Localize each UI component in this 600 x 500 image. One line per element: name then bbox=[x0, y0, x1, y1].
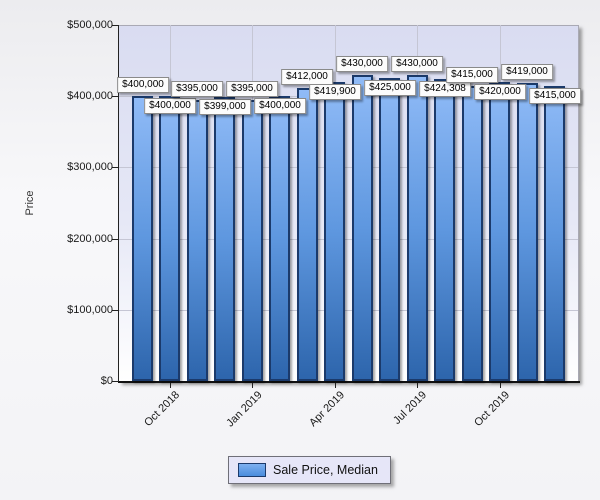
bar-oct-2018 bbox=[159, 96, 180, 381]
bar-sep-2018 bbox=[132, 96, 153, 381]
h-gridline bbox=[119, 167, 578, 168]
bar-sep-2019 bbox=[462, 86, 483, 381]
bar-value-label: $395,000 bbox=[226, 81, 278, 97]
bar-feb-2019 bbox=[269, 96, 290, 381]
bar-value-label: $425,000 bbox=[364, 80, 416, 96]
y-axis-title: Price bbox=[24, 190, 36, 216]
bar-value-label: $415,000 bbox=[446, 67, 498, 83]
y-axis-tick-label: $300,000 bbox=[67, 161, 113, 173]
y-axis-tick bbox=[112, 381, 119, 382]
y-axis-tick bbox=[112, 25, 119, 26]
y-axis-tick bbox=[112, 239, 119, 240]
bar-value-label: $412,000 bbox=[281, 69, 333, 85]
legend-label: Sale Price, Median bbox=[273, 463, 378, 477]
x-axis-tick-label: Oct 2019 bbox=[472, 389, 513, 430]
bar-nov-2018 bbox=[187, 100, 208, 381]
y-axis-tick-label: $0 bbox=[100, 375, 113, 387]
bar-value-label: $420,000 bbox=[474, 84, 526, 100]
bar-may-2019 bbox=[352, 75, 373, 381]
x-axis-tick bbox=[252, 383, 253, 388]
bar-value-label: $400,000 bbox=[254, 98, 306, 114]
bar-nov-2019 bbox=[517, 83, 538, 381]
x-axis-line bbox=[118, 381, 580, 383]
bar-value-label: $430,000 bbox=[391, 56, 443, 72]
bar-oct-2019 bbox=[489, 82, 510, 381]
bar-dec-2018 bbox=[214, 97, 235, 381]
y-axis-tick-label: $100,000 bbox=[67, 304, 113, 316]
h-gridline bbox=[119, 310, 578, 311]
x-axis-tick bbox=[417, 383, 418, 388]
y-axis-tick-label: $200,000 bbox=[67, 233, 113, 245]
y-axis-tick bbox=[112, 96, 119, 97]
y-axis-line bbox=[118, 25, 119, 383]
legend: Sale Price, Median bbox=[228, 456, 391, 484]
bar-jan-2019 bbox=[242, 100, 263, 381]
bar-value-label: $395,000 bbox=[171, 81, 223, 97]
x-axis-tick bbox=[170, 383, 171, 388]
bar-jun-2019 bbox=[379, 78, 400, 381]
h-gridline bbox=[119, 239, 578, 240]
x-axis-tick bbox=[500, 383, 501, 388]
x-axis-tick-label: Jan 2019 bbox=[223, 389, 265, 430]
x-axis-tick-label: Oct 2018 bbox=[142, 389, 183, 430]
bar-aug-2019 bbox=[434, 79, 455, 381]
y-axis-tick-label: $400,000 bbox=[67, 90, 113, 102]
y-axis-tick bbox=[112, 310, 119, 311]
x-axis-tick bbox=[335, 383, 336, 388]
bar-value-label: $424,308 bbox=[419, 81, 471, 97]
x-axis-tick-label: Jul 2019 bbox=[391, 389, 430, 427]
bar-jul-2019 bbox=[407, 75, 428, 381]
bar-value-label: $430,000 bbox=[336, 56, 388, 72]
bar-value-label: $400,000 bbox=[144, 98, 196, 114]
y-axis-tick-label: $500,000 bbox=[67, 19, 113, 31]
x-axis-tick-label: Apr 2019 bbox=[307, 389, 348, 430]
bar-mar-2019 bbox=[297, 88, 318, 381]
bar-value-label: $419,000 bbox=[501, 64, 553, 80]
bar-apr-2019 bbox=[324, 82, 345, 381]
bar-value-label: $419,900 bbox=[309, 84, 361, 100]
bar-value-label: $415,000 bbox=[529, 88, 581, 104]
bar-value-label: $399,000 bbox=[199, 99, 251, 115]
y-axis-tick bbox=[112, 167, 119, 168]
bar-value-label: $400,000 bbox=[117, 77, 169, 93]
bar-dec-2019 bbox=[544, 86, 565, 381]
legend-swatch-sale-price-median bbox=[238, 463, 266, 477]
